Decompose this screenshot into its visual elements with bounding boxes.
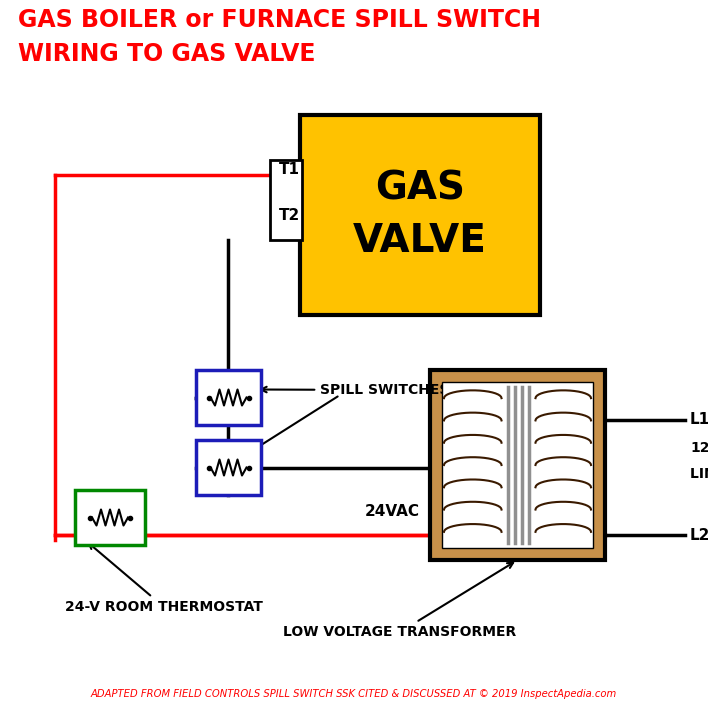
- Text: 24-V ROOM THERMOSTAT: 24-V ROOM THERMOSTAT: [65, 543, 263, 614]
- Text: LOW VOLTAGE TRANSFORMER: LOW VOLTAGE TRANSFORMER: [283, 563, 517, 639]
- Text: GAS
VALVE: GAS VALVE: [353, 170, 487, 260]
- Text: L1: L1: [690, 412, 708, 428]
- Bar: [196, 370, 261, 425]
- Text: SPILL SWITCHES: SPILL SWITCHES: [261, 383, 450, 397]
- Text: 120VAC: 120VAC: [690, 441, 708, 455]
- Bar: [196, 440, 261, 495]
- Bar: [430, 370, 605, 560]
- Text: L2: L2: [690, 527, 708, 542]
- Bar: [75, 490, 145, 545]
- Text: LINE VOLTAGE: LINE VOLTAGE: [690, 467, 708, 481]
- Text: T1: T1: [279, 163, 300, 177]
- Bar: [270, 160, 302, 240]
- Text: 24VAC: 24VAC: [365, 505, 420, 520]
- Bar: [442, 382, 593, 548]
- Text: ADAPTED FROM FIELD CONTROLS SPILL SWITCH SSK CITED & DISCUSSED AT © 2019 Inspect: ADAPTED FROM FIELD CONTROLS SPILL SWITCH…: [91, 689, 617, 699]
- Text: GAS BOILER or FURNACE SPILL SWITCH: GAS BOILER or FURNACE SPILL SWITCH: [18, 8, 541, 32]
- Text: T2: T2: [279, 207, 300, 223]
- Bar: [300, 115, 540, 315]
- Text: WIRING TO GAS VALVE: WIRING TO GAS VALVE: [18, 42, 316, 66]
